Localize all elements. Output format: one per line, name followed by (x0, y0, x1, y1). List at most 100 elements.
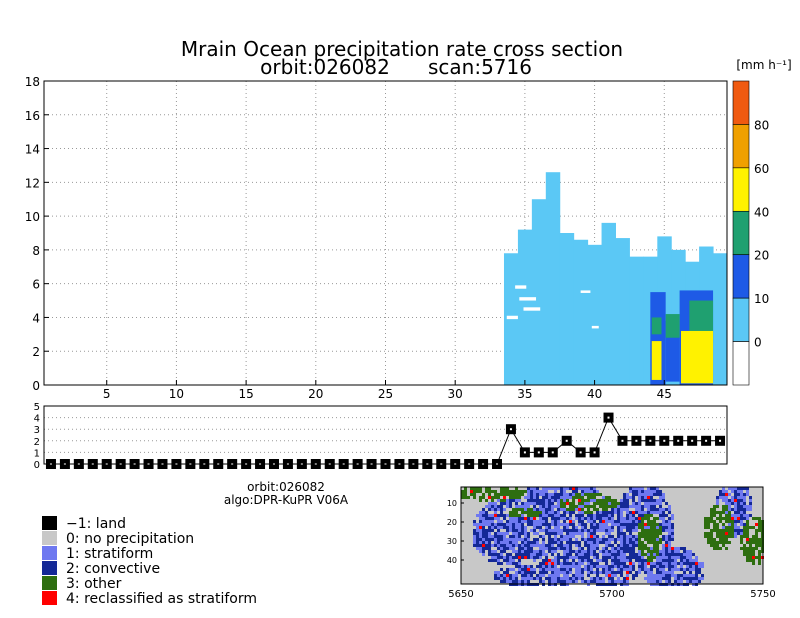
map-cell (578, 499, 581, 502)
scan-title: scan:5716 (428, 55, 532, 79)
map-cell (521, 517, 524, 520)
map-cell (482, 520, 485, 523)
map-cell (599, 565, 602, 568)
map-cell (494, 532, 497, 535)
legend-label-5: 4: reclassified as stratiform (66, 591, 257, 607)
map-cell (560, 502, 563, 505)
map-cell (500, 535, 503, 538)
map-cell (626, 577, 629, 580)
map-cell (515, 517, 518, 520)
map-cell (509, 568, 512, 571)
map-cell (512, 577, 515, 580)
map-cell (758, 538, 761, 541)
map-cell (575, 568, 578, 571)
map-cell (635, 553, 638, 556)
map-cell (614, 505, 617, 508)
map-cell (509, 517, 512, 520)
map-cell (602, 580, 605, 583)
map-cell (641, 553, 644, 556)
map-cell (518, 535, 521, 538)
map-cell (716, 547, 719, 550)
map-cell (671, 547, 674, 550)
map-cell (512, 559, 515, 562)
map-cell (509, 529, 512, 532)
map-cell (632, 556, 635, 559)
map-cell (530, 508, 533, 511)
map-cell (614, 547, 617, 550)
map-cell (542, 553, 545, 556)
map-cell (524, 505, 527, 508)
map-cell (674, 556, 677, 559)
map-cell (659, 556, 662, 559)
map-cell (581, 580, 584, 583)
map-cell (551, 496, 554, 499)
map-cell (584, 523, 587, 526)
map-cell (659, 496, 662, 499)
map-cell (737, 493, 740, 496)
map-cell (512, 547, 515, 550)
map-cell (626, 499, 629, 502)
map-cell (497, 493, 500, 496)
map-cell (575, 541, 578, 544)
map-cell (656, 559, 659, 562)
map-cell (638, 553, 641, 556)
map-cell (599, 523, 602, 526)
map-cell (680, 553, 683, 556)
map-cell (620, 514, 623, 517)
map-cell (650, 523, 653, 526)
map-cell (581, 571, 584, 574)
map-cell (674, 559, 677, 562)
map-cell (599, 559, 602, 562)
map-cell (656, 541, 659, 544)
map-cell (482, 496, 485, 499)
map-cell (548, 559, 551, 562)
map-cell (557, 568, 560, 571)
map-cell (668, 568, 671, 571)
map-cell (626, 538, 629, 541)
map-cell (473, 541, 476, 544)
map-cell (611, 520, 614, 523)
map-cell (617, 550, 620, 553)
map-cell (566, 556, 569, 559)
map-cell (608, 532, 611, 535)
map-cell (482, 523, 485, 526)
map-cell (611, 535, 614, 538)
map-cell (614, 550, 617, 553)
map-cell (626, 535, 629, 538)
map-cell (512, 493, 515, 496)
map-cell (587, 580, 590, 583)
map-cell (551, 574, 554, 577)
type-ytick-label: 1 (34, 448, 40, 459)
map-cell (527, 550, 530, 553)
map-cell (668, 538, 671, 541)
map-cell (524, 574, 527, 577)
map-cell (551, 508, 554, 511)
map-cell (635, 502, 638, 505)
map-cell (509, 523, 512, 526)
map-cell (665, 547, 668, 550)
map-cell (641, 517, 644, 520)
map-cell (566, 544, 569, 547)
map-cell (632, 574, 635, 577)
light-column-36 (531, 199, 547, 385)
map-cell (638, 520, 641, 523)
map-cell (563, 511, 566, 514)
map-cell (746, 535, 749, 538)
map-cell (596, 490, 599, 493)
map-cell (704, 520, 707, 523)
map-cell (527, 565, 530, 568)
map-cell (560, 517, 563, 520)
map-cell (566, 547, 569, 550)
map-cell (536, 532, 539, 535)
main-xtick-label: 30 (448, 387, 463, 401)
map-cell (587, 517, 590, 520)
legend-swatch-1 (42, 531, 57, 545)
map-cell (587, 496, 590, 499)
map-cell (620, 526, 623, 529)
map-cell (473, 532, 476, 535)
map-cell (647, 529, 650, 532)
map-cell (629, 538, 632, 541)
map-cell (590, 547, 593, 550)
